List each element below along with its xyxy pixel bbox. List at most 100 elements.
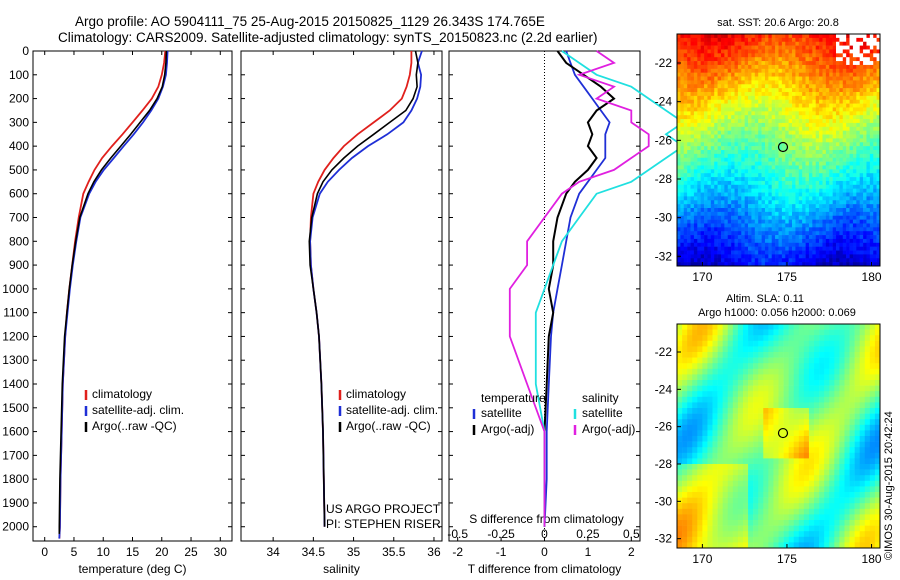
map-cell: [751, 238, 756, 244]
map-cell: [680, 80, 685, 85]
map-cell: [697, 142, 701, 147]
map-cell: [783, 346, 789, 353]
map-cell: [748, 76, 752, 81]
map-cell: [754, 138, 759, 143]
map-cell: [792, 115, 796, 120]
map-cell: [731, 80, 735, 85]
map-cell: [805, 130, 810, 135]
map-cell: [744, 99, 749, 104]
map-cell: [734, 126, 739, 131]
map-cell: [771, 88, 776, 93]
map-cell: [778, 430, 784, 437]
y-tick-label: 700: [9, 211, 29, 225]
map-cell: [744, 231, 749, 236]
map-cell: [682, 452, 688, 459]
map-cell: [798, 335, 805, 342]
map-cell: [798, 138, 803, 143]
map-cell: [802, 258, 806, 263]
map-cell: [737, 250, 742, 255]
map-cell: [785, 165, 789, 170]
map-cell: [683, 208, 688, 213]
map-cell: [852, 211, 857, 217]
map-cell: [758, 208, 762, 213]
map-cell: [758, 536, 764, 543]
map-cell: [677, 480, 683, 487]
map-cell: [690, 64, 695, 70]
map-cell: [717, 329, 723, 336]
map-cell: [852, 72, 857, 77]
map-cell: [697, 531, 703, 538]
map-cell: [829, 204, 833, 209]
map-cell: [697, 115, 701, 120]
map-cell: [783, 374, 789, 381]
map-cell: [710, 99, 715, 104]
map-cell: [693, 99, 698, 104]
map-cell: [707, 514, 713, 521]
map-cell: [697, 64, 701, 70]
map-cell: [859, 68, 864, 73]
map-cell: [812, 204, 817, 209]
map-cell: [693, 188, 698, 193]
map-cell: [802, 68, 806, 73]
map-cell: [778, 346, 784, 353]
map-cell: [707, 235, 712, 240]
map-cell: [815, 146, 820, 151]
map-cell: [741, 84, 745, 89]
map-cell: [722, 380, 729, 386]
map-cell: [720, 165, 725, 170]
map-cell: [814, 329, 820, 336]
map-cell: [687, 165, 691, 170]
map-cell: [687, 68, 691, 73]
map-cell: [707, 492, 713, 498]
map-cell: [808, 64, 813, 70]
map-cell: [714, 111, 718, 116]
map-cell: [792, 84, 796, 89]
map-cell: [768, 204, 773, 209]
map-cell: [707, 150, 712, 155]
map-cell: [748, 374, 754, 381]
map-cell: [764, 177, 769, 182]
map-cell: [798, 99, 803, 104]
map-cell: [754, 262, 759, 267]
map-cell: [793, 531, 800, 538]
map-cell: [778, 37, 783, 43]
map-cell: [798, 250, 803, 255]
map-cell: [825, 45, 830, 50]
map-cell: [680, 119, 685, 124]
map-cell: [732, 497, 739, 504]
map-cell: [751, 126, 756, 131]
map-cell: [727, 441, 734, 448]
map-cell: [734, 88, 739, 93]
map-cell: [687, 99, 691, 104]
map-cell: [751, 208, 756, 213]
map-cell: [753, 436, 759, 442]
map-cell: [758, 161, 762, 166]
map-cell: [697, 103, 701, 108]
map-cell: [768, 161, 773, 166]
map-cell: [825, 80, 830, 85]
map-cell: [869, 184, 874, 189]
map-cell: [741, 142, 745, 147]
map-cell: [737, 385, 744, 392]
map-cell: [761, 41, 766, 46]
map-cell: [788, 200, 793, 205]
map-cell: [758, 49, 762, 54]
map-cell: [842, 180, 847, 186]
map-cell: [852, 238, 857, 244]
map-cell: [785, 37, 789, 43]
map-cell: [751, 262, 756, 267]
map-cell: [783, 408, 789, 414]
map-cell: [758, 262, 762, 267]
map-cell: [731, 146, 735, 151]
map-cell: [754, 115, 759, 120]
map-cell: [710, 204, 715, 209]
map-cell: [846, 223, 850, 228]
map-cell: [700, 115, 705, 120]
map-cell: [737, 41, 742, 46]
map-cell: [788, 95, 793, 101]
x-tick-label: 34.5: [302, 545, 326, 559]
map-cell: [788, 508, 795, 515]
map-cell: [798, 196, 803, 201]
map-cell: [866, 173, 871, 178]
map-cell: [788, 525, 795, 532]
